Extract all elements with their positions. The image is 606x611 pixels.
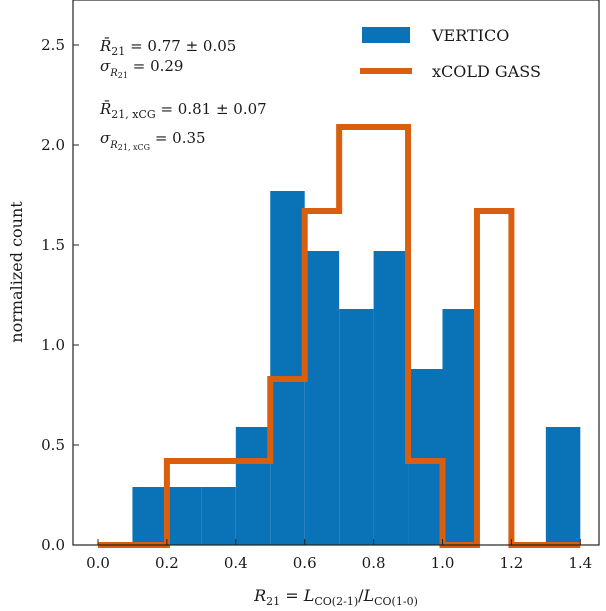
y-tick-label: 2.5: [41, 36, 65, 54]
vertico-bar: [201, 487, 236, 545]
svg-text:R̄21 = 0.77 ± 0.05: R̄21 = 0.77 ± 0.05: [99, 37, 236, 58]
x-tick-label: 0.8: [362, 554, 386, 572]
vertico-bar: [270, 191, 305, 545]
legend-swatch-vertico: [362, 27, 410, 43]
svg-text:σR21, xCG = 0.35: σR21, xCG = 0.35: [100, 129, 206, 152]
y-tick-label: 1.0: [41, 336, 65, 354]
vertico-bar: [408, 369, 443, 545]
legend-label-xcoldgass: xCOLD GASS: [432, 62, 541, 81]
plot-frame: [72, 0, 600, 546]
y-tick-label: 0.5: [41, 436, 65, 454]
vertico-bar: [132, 487, 167, 545]
annotation-sigma-xcg: σR21, xCG = 0.35: [100, 129, 206, 152]
vertico-bar: [304, 251, 340, 545]
vertico-bar: [373, 251, 409, 545]
svg-text:R21 = LCO(2-1)/LCO(1-0): R21 = LCO(2-1)/LCO(1-0): [253, 586, 418, 608]
x-axis-label: R21 = LCO(2-1)/LCO(1-0): [253, 586, 418, 608]
x-tick-label: 1.2: [499, 554, 523, 572]
vertico-bars: [132, 191, 581, 545]
legend-label-vertico: VERTICO: [431, 26, 509, 45]
vertico-bar: [442, 309, 477, 545]
x-tick-label: 0.4: [224, 554, 248, 572]
y-axis-ticks: 0.0 0.5 1.0 1.5 2.0 2.5: [41, 36, 79, 554]
x-tick-label: 1.0: [431, 554, 455, 572]
legend: VERTICO xCOLD GASS: [360, 26, 541, 81]
y-tick-label: 1.5: [41, 236, 65, 254]
x-tick-label: 1.4: [568, 554, 592, 572]
y-tick-label: 0.0: [41, 536, 65, 554]
vertico-bar: [235, 427, 271, 545]
x-axis-ticks: 0.0 0.2 0.4 0.6 0.8 1.0 1.2 1.4: [86, 539, 592, 572]
annotation-sigma-vertico: σR21 = 0.29: [100, 57, 183, 80]
svg-text:σR21 = 0.29: σR21 = 0.29: [100, 57, 183, 80]
x-tick-label: 0.0: [86, 554, 110, 572]
vertico-bar: [166, 487, 202, 545]
xcoldgass-step-line: [98, 124, 581, 548]
annotation-mean-vertico: R̄21 = 0.77 ± 0.05: [99, 37, 236, 58]
y-axis-label: normalized count: [7, 201, 26, 343]
vertico-bar: [545, 427, 581, 545]
annotation-mean-xcg: R̄21, xCG = 0.81 ± 0.07: [99, 100, 267, 121]
y-tick-label: 2.0: [41, 136, 65, 154]
xcoldgass-steps: [98, 124, 581, 548]
x-tick-label: 0.2: [155, 554, 179, 572]
svg-text:R̄21, xCG = 0.81 ± 0.07: R̄21, xCG = 0.81 ± 0.07: [99, 100, 267, 121]
x-tick-label: 0.6: [293, 554, 317, 572]
vertico-bar: [339, 309, 374, 545]
